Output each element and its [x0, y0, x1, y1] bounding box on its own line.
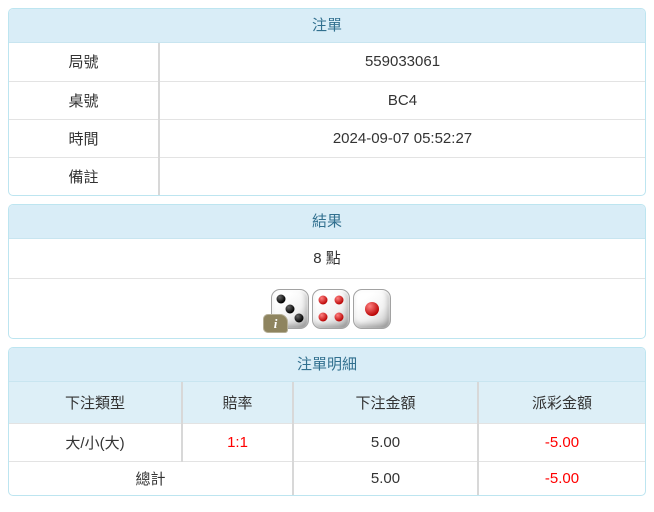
- die-pip: [318, 312, 328, 322]
- remark-value: [159, 156, 645, 195]
- bet-slip-table: 局號 559033061 桌號 BC4 時間 2024-09-07 05:52:…: [9, 43, 645, 195]
- bet-type-cell: 大/小(大): [65, 434, 125, 452]
- die-pip: [318, 295, 328, 305]
- die-pip: [365, 301, 379, 316]
- total-bet-amount: 5.00: [292, 460, 478, 495]
- die-4-red: [312, 288, 350, 329]
- result-title: 結果: [9, 205, 645, 239]
- bet-details-table: 下注類型 賠率 下注金額 派彩金額 大/小(大) 1:1 5.00 -5.00 …: [9, 382, 645, 495]
- column-bet-amount: 下注金額: [292, 382, 478, 424]
- result-points: 8 點: [9, 239, 645, 279]
- table-row: 時間 2024-09-07 05:52:27: [9, 118, 645, 157]
- table-row: 備註: [9, 156, 645, 195]
- time-value: 2024-09-07 05:52:27: [159, 118, 645, 157]
- die-pip: [285, 304, 295, 313]
- total-payout: -5.00: [477, 460, 645, 495]
- total-row: 總計 5.00 -5.00: [9, 460, 645, 495]
- bet-slip-title: 注單: [9, 9, 645, 43]
- table-row: 桌號 BC4: [9, 80, 645, 119]
- die-pip: [294, 313, 304, 323]
- remark-label: 備註: [9, 156, 160, 195]
- dice-row: i: [9, 279, 645, 338]
- bet-details-panel: 注單明細 下注類型 賠率 下注金額 派彩金額 大/小(大) 1:1 5.00 -…: [8, 347, 646, 496]
- bet-amount-cell: 5.00: [292, 423, 478, 461]
- column-bet-type: 下注類型: [9, 382, 182, 424]
- info-icon[interactable]: i: [263, 313, 288, 333]
- column-payout: 派彩金額: [477, 382, 645, 424]
- result-panel: 結果 8 點 i: [8, 204, 646, 339]
- bet-slip-panel: 注單 局號 559033061 桌號 BC4 時間 2024-09-07 05:…: [8, 8, 646, 196]
- game-number-label: 局號: [9, 43, 160, 81]
- table-row: 局號 559033061: [9, 43, 645, 81]
- table-number-label: 桌號: [9, 80, 160, 119]
- die-pip: [334, 295, 344, 305]
- dice-container: i: [263, 288, 391, 333]
- table-header-row: 下注類型 賠率 下注金額 派彩金額: [9, 382, 645, 424]
- die-pip: [334, 312, 344, 322]
- time-label: 時間: [9, 118, 160, 157]
- total-label: 總計: [9, 460, 293, 495]
- odds-cell: 1:1: [181, 423, 293, 461]
- column-odds: 賠率: [181, 382, 293, 424]
- die-pip: [276, 294, 286, 304]
- table-number-value: BC4: [159, 80, 645, 119]
- table-row: 大/小(大) 1:1 5.00 -5.00: [9, 423, 645, 461]
- bet-details-title: 注單明細: [9, 348, 645, 382]
- game-number-value: 559033061: [364, 53, 441, 71]
- die-1-red: [353, 288, 391, 329]
- payout-cell: -5.00: [477, 423, 645, 461]
